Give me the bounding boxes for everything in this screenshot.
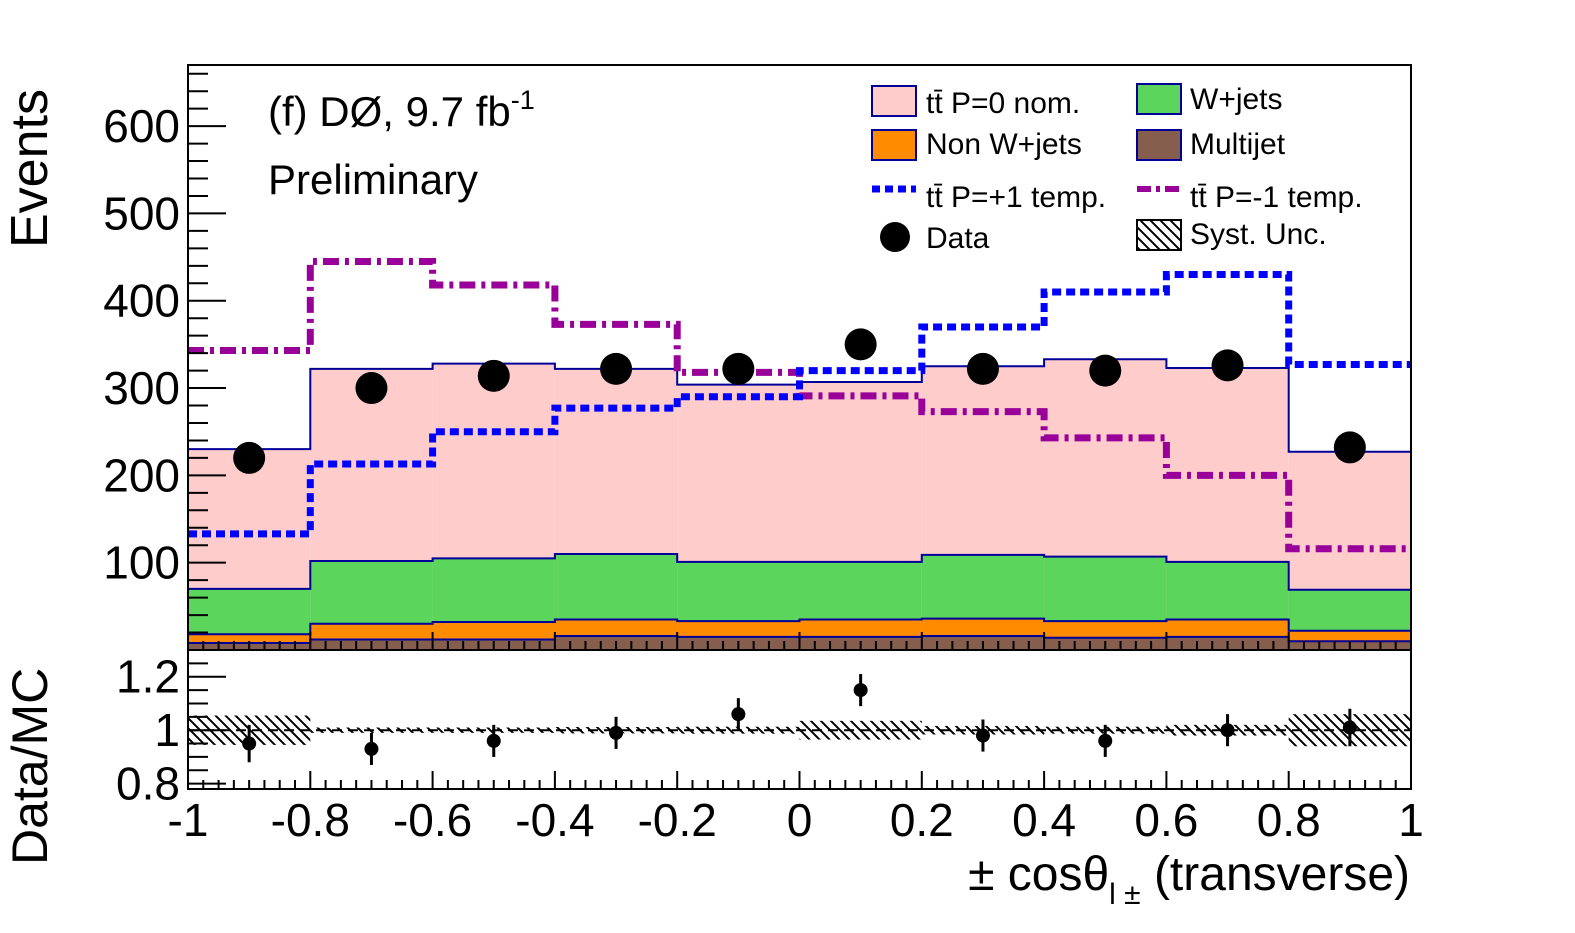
legend-swatch-ttbar <box>871 85 917 117</box>
ratio-point-4 <box>731 707 746 722</box>
bottom-ytick-label-1: 1 <box>154 704 180 756</box>
template-lines <box>188 257 1411 553</box>
data-point-4 <box>722 352 755 385</box>
top-ylabel: Events <box>1 89 59 248</box>
top-ytick-label-0: 100 <box>103 537 180 589</box>
stack-outline-multijet <box>188 635 1411 645</box>
top-ytick-label-3: 400 <box>103 275 180 327</box>
legend-label-syst: Syst. Unc. <box>1190 218 1327 251</box>
xtick-label-10: 1 <box>1398 794 1424 846</box>
ratio-point-2 <box>486 733 501 748</box>
legend-swatch-wjets <box>1136 83 1182 115</box>
legend-swatch-syst <box>1136 219 1182 251</box>
xtick-label-3: -0.4 <box>515 794 594 846</box>
xtick-label-1: -0.8 <box>271 794 350 846</box>
xtick-label-6: 0.2 <box>890 794 954 846</box>
ratio-point-5 <box>853 683 868 698</box>
legend: tt̄ P=0 nom. W+jets Non W+jets Multijet … <box>871 83 1363 255</box>
xtick-label-7: 0.4 <box>1012 794 1076 846</box>
lumi-exponent: -1 <box>511 85 535 115</box>
legend-label-wjets: W+jets <box>1190 83 1283 116</box>
ratio-point-6 <box>975 728 990 743</box>
data-point-0 <box>233 441 266 474</box>
xtick-label-0: -1 <box>168 794 209 846</box>
ratio-point-1 <box>364 741 379 756</box>
data-point-6 <box>966 352 999 385</box>
data-point-7 <box>1089 354 1122 387</box>
data-point-2 <box>477 359 510 392</box>
xtick-label-5: 0 <box>787 794 813 846</box>
ratio-point-3 <box>609 725 624 740</box>
data-point-1 <box>355 372 388 405</box>
legend-marker-data <box>880 222 910 252</box>
legend-label-data: Data <box>926 222 990 255</box>
template-line-p-plus-1 <box>188 271 1411 538</box>
preliminary-label: Preliminary <box>268 156 478 203</box>
xtick-label-9: 0.8 <box>1257 794 1321 846</box>
top-ytick-label-4: 500 <box>103 187 180 239</box>
bottom-ytick-label-0: 0.8 <box>116 758 180 810</box>
legend-label-nonw: Non W+jets <box>926 128 1082 161</box>
experiment-label: (f) DØ, 9.7 fb-1 <box>268 85 535 135</box>
legend-swatch-nonw <box>871 129 917 161</box>
ratio-point-0 <box>242 736 257 751</box>
top-ytick-label-2: 300 <box>103 362 180 414</box>
data-point-9 <box>1333 431 1366 464</box>
ratio-point-8 <box>1220 723 1235 738</box>
data-point-5 <box>844 328 877 361</box>
xtick-label-4: -0.2 <box>638 794 717 846</box>
xtick-label-8: 0.6 <box>1134 794 1198 846</box>
data-point-3 <box>600 352 633 385</box>
stacked-histogram <box>188 358 1411 650</box>
legend-label-ttbar: tt̄ P=0 nom. <box>926 87 1080 120</box>
data-point-8 <box>1211 349 1244 382</box>
legend-label-pplus: tt̄ P=+1 temp. <box>926 181 1106 214</box>
legend-label-pminus: tt̄ P=-1 temp. <box>1190 181 1363 214</box>
stack-outline-non-w-jets <box>188 617 1411 636</box>
xtick-label-2: -0.6 <box>393 794 472 846</box>
legend-label-multijet: Multijet <box>1190 128 1286 161</box>
top-ytick-label-5: 600 <box>103 100 180 152</box>
bottom-ylabel: Data/MC <box>2 668 58 865</box>
stack-outline-w-jets <box>188 552 1411 591</box>
ratio-point-7 <box>1098 733 1113 748</box>
data-points <box>233 328 1366 474</box>
top-ytick-label-1: 200 <box>103 449 180 501</box>
bottom-ytick-label-2: 1.2 <box>116 651 180 703</box>
x-axis-title: ± cosθl ± (transverse) <box>968 848 1410 911</box>
legend-swatch-multijet <box>1136 129 1182 161</box>
ratio-points <box>242 674 1357 765</box>
ratio-point-9 <box>1342 720 1357 735</box>
